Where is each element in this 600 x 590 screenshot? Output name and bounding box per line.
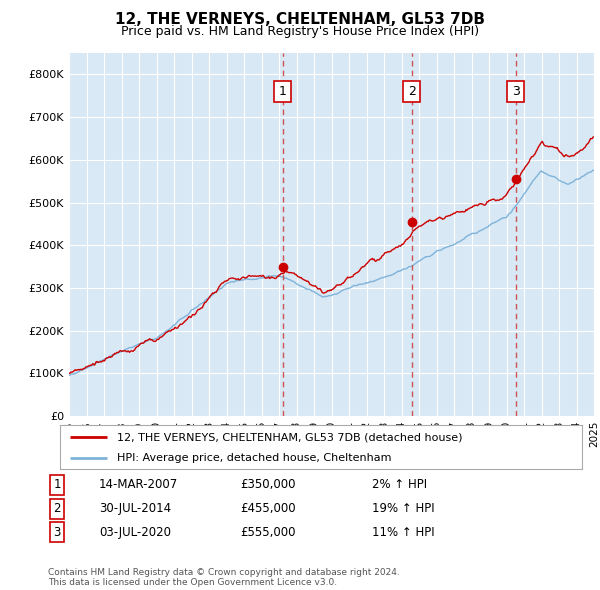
Text: Contains HM Land Registry data © Crown copyright and database right 2024.
This d: Contains HM Land Registry data © Crown c… <box>48 568 400 587</box>
Text: 19% ↑ HPI: 19% ↑ HPI <box>372 502 434 515</box>
Text: 2: 2 <box>53 502 61 515</box>
Text: HPI: Average price, detached house, Cheltenham: HPI: Average price, detached house, Chel… <box>118 453 392 463</box>
Text: £455,000: £455,000 <box>240 502 296 515</box>
Text: £350,000: £350,000 <box>240 478 296 491</box>
Text: 11% ↑ HPI: 11% ↑ HPI <box>372 526 434 539</box>
Text: 3: 3 <box>53 526 61 539</box>
Text: 1: 1 <box>278 85 286 98</box>
Text: £555,000: £555,000 <box>240 526 296 539</box>
Text: 12, THE VERNEYS, CHELTENHAM, GL53 7DB: 12, THE VERNEYS, CHELTENHAM, GL53 7DB <box>115 12 485 27</box>
Text: 03-JUL-2020: 03-JUL-2020 <box>99 526 171 539</box>
Text: 3: 3 <box>512 85 520 98</box>
Text: 12, THE VERNEYS, CHELTENHAM, GL53 7DB (detached house): 12, THE VERNEYS, CHELTENHAM, GL53 7DB (d… <box>118 432 463 442</box>
Text: 14-MAR-2007: 14-MAR-2007 <box>99 478 178 491</box>
Text: 2% ↑ HPI: 2% ↑ HPI <box>372 478 427 491</box>
Text: Price paid vs. HM Land Registry's House Price Index (HPI): Price paid vs. HM Land Registry's House … <box>121 25 479 38</box>
Text: 2: 2 <box>408 85 416 98</box>
Text: 1: 1 <box>53 478 61 491</box>
Text: 30-JUL-2014: 30-JUL-2014 <box>99 502 171 515</box>
